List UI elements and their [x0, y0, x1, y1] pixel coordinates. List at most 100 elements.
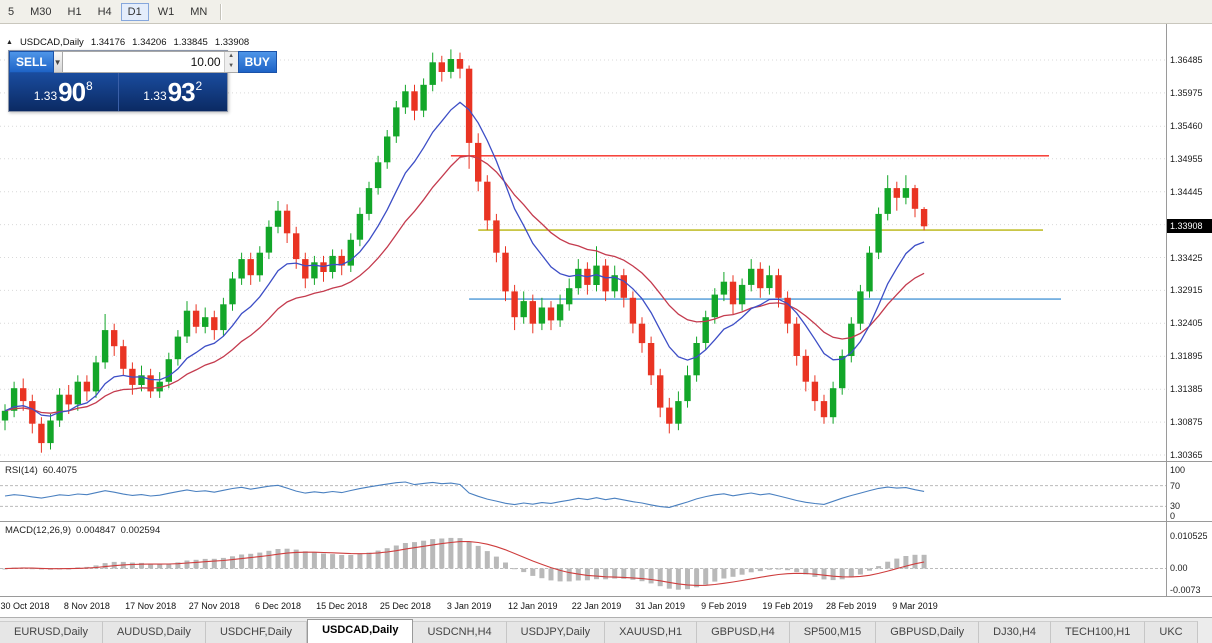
- date-tick-label: 9 Mar 2019: [892, 601, 938, 611]
- timeframe-button-d1[interactable]: D1: [120, 2, 149, 21]
- candlestick-chart[interactable]: [0, 24, 1166, 461]
- chart-tab-ukc[interactable]: UKC: [1145, 621, 1198, 643]
- ma-slow-line: [4, 155, 925, 414]
- chart-tab-eurusd-daily[interactable]: EURUSD,Daily: [0, 621, 103, 643]
- ohlc-high: 1.34206: [132, 37, 167, 48]
- ohlc-low: 1.33845: [173, 37, 208, 48]
- chart-tab-gbpusd-h4[interactable]: GBPUSD,H4: [697, 621, 790, 643]
- chart-tab-usdjpy-daily[interactable]: USDJPY,Daily: [506, 621, 606, 643]
- date-tick-label: 22 Jan 2019: [571, 601, 622, 611]
- chart-tab-dj30-h4[interactable]: DJ30,H4: [979, 621, 1051, 643]
- price-divider: [117, 73, 119, 111]
- price-tick-label: 1.30365: [1170, 450, 1203, 460]
- ohlc-close: 1.33908: [214, 37, 250, 48]
- price-tick-label: 1.33425: [1170, 252, 1203, 263]
- stepper-up-icon[interactable]: ▲: [224, 52, 238, 62]
- ask-price[interactable]: 1.33 93 2: [119, 73, 228, 111]
- price-tick-label: 1.30875: [1170, 417, 1203, 428]
- price-tick-label: 1.35975: [1170, 87, 1203, 98]
- ask-big-digits: 93: [167, 77, 196, 107]
- volume-input[interactable]: [62, 52, 224, 72]
- rsi-name: RSI(14): [5, 465, 38, 476]
- date-tick-label: 27 Nov 2018: [188, 601, 240, 611]
- rsi-level-label: 0: [1170, 511, 1176, 521]
- date-tick-label: 17 Nov 2018: [125, 601, 177, 611]
- timeframe-button-mn[interactable]: MN: [183, 3, 214, 21]
- price-tick-label: 1.34445: [1170, 186, 1203, 197]
- rsi-value: 60.4075: [42, 465, 78, 476]
- chart-tab-usdchf-daily[interactable]: USDCHF,Daily: [205, 621, 308, 643]
- one-click-trade-panel: SELL ▼ ▲ ▼ BUY 1.33 90 8: [8, 50, 277, 112]
- chart-symbol-label: USDCAD,Daily: [19, 37, 84, 48]
- rsi-line: [4, 481, 925, 508]
- timeframe-button-h1[interactable]: H1: [61, 3, 89, 21]
- chart-header: ▲ USDCAD,Daily 1.34176 1.34206 1.33845 1…: [6, 37, 249, 48]
- date-tick-label: 3 Jan 2019: [446, 601, 492, 611]
- rsi-axis[interactable]: 100 70 30 0: [1166, 462, 1212, 521]
- date-tick-label: 25 Dec 2018: [379, 601, 431, 611]
- ma-fast-line: [4, 101, 925, 417]
- macd-axis[interactable]: 0.010525 0.00 -0.0073: [1166, 522, 1212, 596]
- macd-level-label: 0.00: [1170, 563, 1188, 574]
- sell-button[interactable]: SELL: [9, 51, 54, 73]
- macd-panel: MACD(12,26,9) 0.004847 0.002594 0.010525…: [0, 522, 1212, 597]
- macd-level-label: -0.0073: [1170, 585, 1201, 595]
- timeframe-button-w1[interactable]: W1: [151, 3, 182, 21]
- price-axis[interactable]: 1.36485 1.35975 1.35460 1.34955 1.34445 1.339…: [1166, 24, 1212, 461]
- macd-histogram: [2, 537, 927, 590]
- macd-label: MACD(12,26,9) 0.004847 0.002594: [5, 525, 160, 536]
- chart-tab-gbpusd-daily[interactable]: GBPUSD,Daily: [876, 621, 980, 643]
- main-chart-panel: ▲ USDCAD,Daily 1.34176 1.34206 1.33845 1…: [0, 24, 1212, 462]
- date-axis[interactable]: 30 Oct 2018 8 Nov 2018 17 Nov 2018 27 Nov 2…: [0, 597, 1212, 617]
- macd-chart[interactable]: [0, 522, 1166, 596]
- chart-tab-usdcad-daily[interactable]: USDCAD,Daily: [307, 619, 414, 643]
- rsi-level-label: 100: [1170, 465, 1186, 475]
- grid-lines: [0, 59, 1166, 456]
- stepper-down-icon[interactable]: ▼: [224, 62, 238, 72]
- macd-name: MACD(12,26,9): [5, 525, 71, 536]
- rsi-panel: RSI(14) 60.4075 100 70 30 0: [0, 462, 1212, 522]
- bid-big-digits: 90: [58, 77, 86, 107]
- price-tick-label: 1.31385: [1170, 384, 1203, 395]
- chart-tab-audusd-daily[interactable]: AUDUSD,Daily: [102, 621, 206, 643]
- chevron-down-icon: ▼: [53, 57, 62, 67]
- date-tick-label: 19 Feb 2019: [762, 601, 813, 611]
- volume-dropdown-button[interactable]: ▼: [53, 51, 63, 73]
- chart-tab-usdcnh-h4[interactable]: USDCNH,H4: [413, 621, 507, 643]
- ohlc-open: 1.34176: [90, 37, 126, 48]
- bid-pipette: 8: [86, 79, 93, 93]
- date-tick-label: 6 Dec 2018: [254, 601, 302, 611]
- buy-button[interactable]: BUY: [237, 51, 277, 73]
- toolbar-separator: [220, 3, 223, 20]
- current-price-badge: 1.33908: [1167, 219, 1212, 234]
- rsi-level-label: 30: [1170, 501, 1181, 512]
- timeframe-button-m30[interactable]: M30: [23, 3, 58, 21]
- date-tick-label: 30 Oct 2018: [0, 601, 50, 611]
- macd-main-value: 0.004847: [76, 525, 116, 536]
- rsi-label: RSI(14) 60.4075: [5, 465, 77, 476]
- volume-stepper: ▲ ▼: [223, 52, 238, 72]
- timeframe-toolbar: 5 M30 H1 H4 D1 W1 MN: [0, 0, 1212, 24]
- collapse-triangle-icon[interactable]: ▲: [6, 39, 13, 46]
- bid-prefix: 1.33: [33, 89, 58, 103]
- macd-signal-line: [4, 541, 925, 586]
- price-tick-label: 1.32915: [1170, 285, 1203, 296]
- macd-signal-value: 0.002594: [120, 525, 161, 536]
- rsi-chart[interactable]: [0, 462, 1166, 521]
- bid-price[interactable]: 1.33 90 8: [9, 73, 118, 111]
- date-tick-label: 8 Nov 2018: [63, 601, 110, 611]
- price-tick-label: 1.31895: [1170, 351, 1203, 362]
- price-tick-label: 1.34955: [1170, 153, 1203, 164]
- timeframe-button-h4[interactable]: H4: [91, 3, 119, 21]
- rsi-level-label: 70: [1170, 480, 1181, 491]
- date-tick-label: 15 Dec 2018: [316, 601, 368, 611]
- chart-tab-tech100-h1[interactable]: TECH100,H1: [1050, 621, 1146, 643]
- chart-tab-sp500-m15[interactable]: SP500,M15: [789, 621, 877, 643]
- ask-pipette: 2: [195, 79, 203, 93]
- chart-tab-xauusd-h1[interactable]: XAUUSD,H1: [605, 621, 698, 643]
- timeframe-button-5[interactable]: 5: [1, 3, 21, 21]
- date-tick-label: 12 Jan 2019: [508, 601, 558, 611]
- price-tick-label: 1.36485: [1170, 55, 1203, 65]
- date-tick-label: 28 Feb 2019: [826, 601, 877, 611]
